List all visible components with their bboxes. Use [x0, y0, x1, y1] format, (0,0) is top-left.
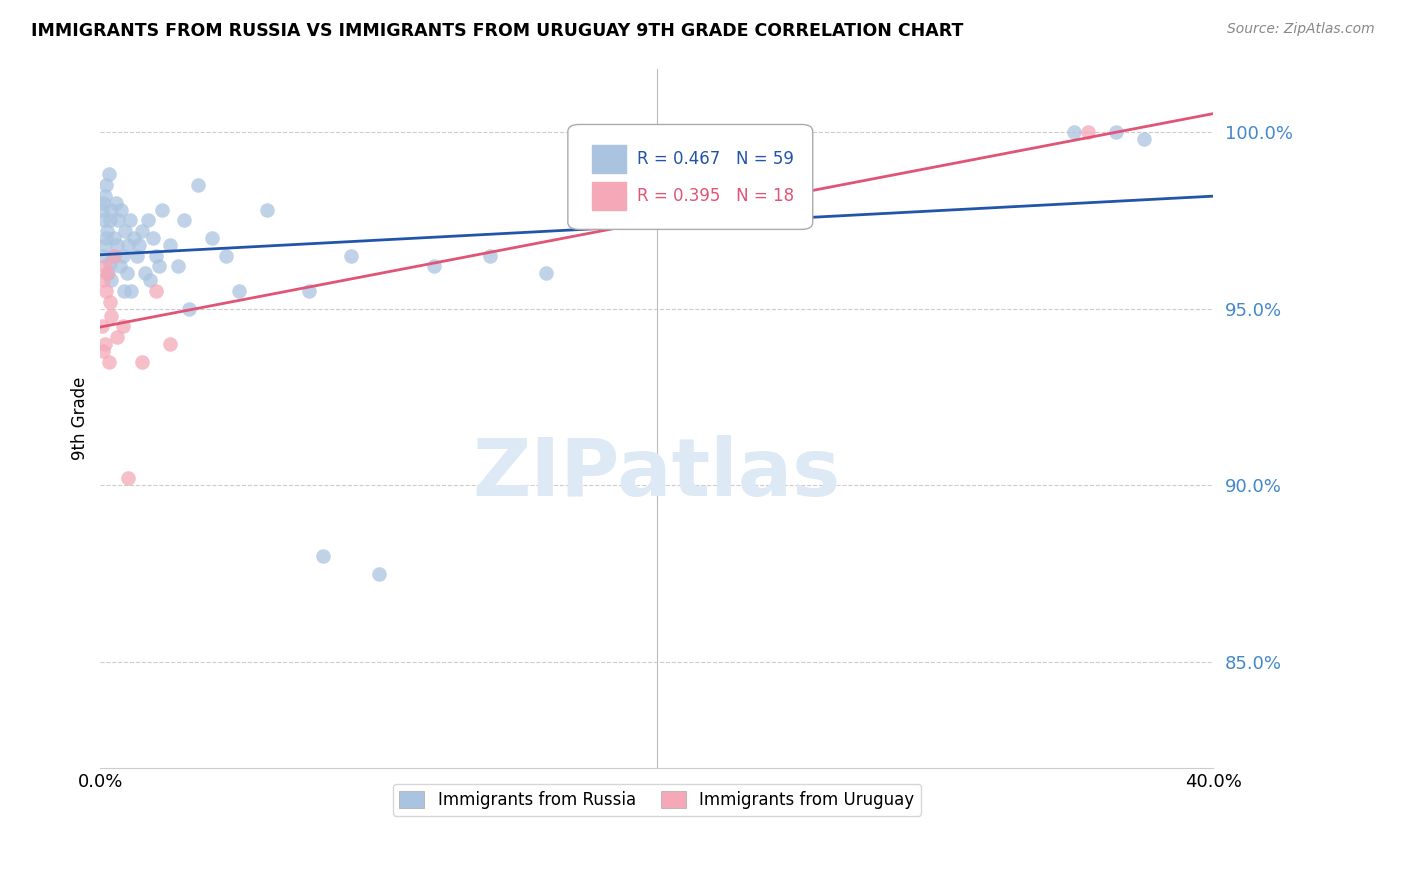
- Point: [120, 284, 142, 298]
- Point: [173, 213, 195, 227]
- Point: [1063, 125, 1085, 139]
- Point: [90, 202, 112, 217]
- Point: [105, 330, 128, 344]
- Point: [100, 309, 122, 323]
- Point: [97, 168, 120, 182]
- Legend: Immigrants from Russia, Immigrants from Uruguay: Immigrants from Russia, Immigrants from …: [392, 784, 921, 815]
- Point: [111, 319, 134, 334]
- Point: [131, 224, 153, 238]
- Point: [91, 249, 114, 263]
- Point: [139, 273, 162, 287]
- Text: R = 0.395   N = 18: R = 0.395 N = 18: [637, 186, 794, 205]
- Point: [98, 256, 121, 270]
- Point: [91, 195, 114, 210]
- Point: [298, 284, 321, 298]
- Point: [112, 284, 135, 298]
- Point: [179, 301, 201, 316]
- Point: [122, 231, 145, 245]
- Point: [478, 249, 501, 263]
- Point: [128, 238, 150, 252]
- Point: [94, 231, 117, 245]
- Point: [214, 249, 236, 263]
- Point: [108, 260, 131, 274]
- Point: [111, 249, 134, 263]
- Point: [93, 188, 115, 202]
- FancyBboxPatch shape: [592, 145, 626, 173]
- Point: [148, 260, 170, 274]
- Point: [145, 284, 167, 298]
- Text: ZIPatlas: ZIPatlas: [472, 435, 841, 513]
- Point: [91, 344, 114, 359]
- Point: [256, 202, 278, 217]
- Point: [103, 231, 125, 245]
- Point: [340, 249, 363, 263]
- Point: [96, 224, 118, 238]
- Point: [1105, 125, 1128, 139]
- Y-axis label: 9th Grade: 9th Grade: [72, 376, 89, 460]
- Point: [367, 566, 389, 581]
- Point: [187, 178, 209, 193]
- Point: [117, 471, 139, 485]
- Point: [1077, 125, 1099, 139]
- Point: [115, 267, 138, 281]
- Point: [94, 284, 117, 298]
- Point: [96, 267, 118, 281]
- Point: [100, 273, 122, 287]
- Point: [423, 260, 446, 274]
- Text: Source: ZipAtlas.com: Source: ZipAtlas.com: [1227, 22, 1375, 37]
- Point: [201, 231, 224, 245]
- Point: [114, 224, 136, 238]
- Point: [97, 267, 120, 281]
- Point: [228, 284, 250, 298]
- Point: [1133, 132, 1156, 146]
- Point: [167, 260, 190, 274]
- Point: [93, 260, 115, 274]
- Point: [97, 355, 120, 369]
- Point: [134, 267, 156, 281]
- Point: [118, 213, 141, 227]
- Point: [534, 267, 557, 281]
- Point: [312, 549, 335, 563]
- Point: [96, 178, 118, 193]
- Point: [104, 195, 127, 210]
- Point: [136, 213, 159, 227]
- Point: [93, 213, 115, 227]
- Point: [117, 238, 139, 252]
- Point: [94, 238, 117, 252]
- FancyBboxPatch shape: [568, 125, 813, 229]
- Point: [98, 294, 121, 309]
- Point: [98, 213, 121, 227]
- Point: [131, 355, 153, 369]
- Point: [101, 249, 124, 263]
- Point: [159, 337, 181, 351]
- Point: [110, 202, 132, 217]
- Point: [94, 337, 117, 351]
- Point: [150, 202, 173, 217]
- Point: [100, 202, 122, 217]
- Point: [103, 249, 125, 263]
- Point: [107, 213, 129, 227]
- Point: [145, 249, 167, 263]
- Text: R = 0.467   N = 59: R = 0.467 N = 59: [637, 151, 794, 169]
- Point: [142, 231, 165, 245]
- Text: IMMIGRANTS FROM RUSSIA VS IMMIGRANTS FROM URUGUAY 9TH GRADE CORRELATION CHART: IMMIGRANTS FROM RUSSIA VS IMMIGRANTS FRO…: [31, 22, 963, 40]
- Point: [90, 319, 112, 334]
- Point: [91, 273, 114, 287]
- Point: [105, 238, 128, 252]
- Point: [159, 238, 181, 252]
- FancyBboxPatch shape: [592, 182, 626, 210]
- Point: [125, 249, 148, 263]
